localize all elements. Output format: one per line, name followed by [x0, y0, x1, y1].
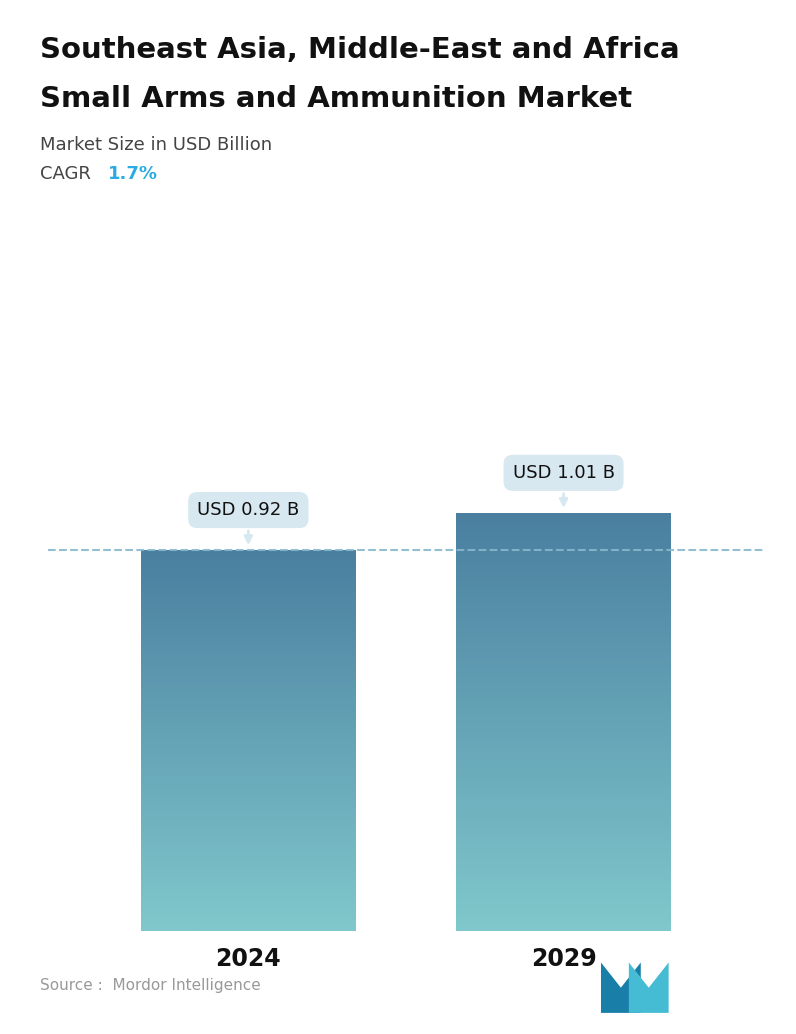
Text: Southeast Asia, Middle-East and Africa: Southeast Asia, Middle-East and Africa [40, 36, 680, 64]
Text: Source :  Mordor Intelligence: Source : Mordor Intelligence [40, 977, 260, 993]
Text: Market Size in USD Billion: Market Size in USD Billion [40, 136, 272, 154]
Polygon shape [601, 963, 641, 1013]
Text: USD 1.01 B: USD 1.01 B [513, 464, 615, 505]
Polygon shape [629, 963, 669, 1013]
Text: Small Arms and Ammunition Market: Small Arms and Ammunition Market [40, 85, 632, 113]
Text: CAGR: CAGR [40, 165, 91, 183]
Text: 1.7%: 1.7% [107, 165, 158, 183]
Text: USD 0.92 B: USD 0.92 B [197, 501, 299, 542]
